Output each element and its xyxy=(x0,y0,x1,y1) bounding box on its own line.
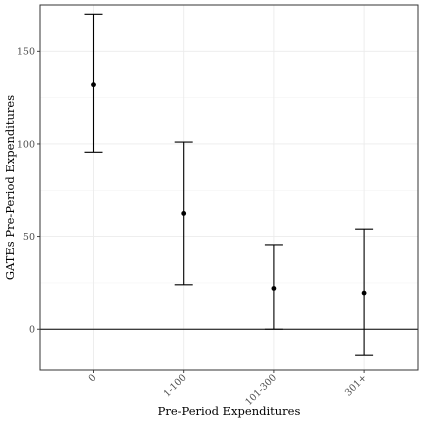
point-estimate xyxy=(181,211,187,216)
panel-border xyxy=(39,4,419,371)
x-tick-label: 101-300 xyxy=(243,372,279,408)
point-estimate xyxy=(91,82,96,88)
x-tick-label: 301+ xyxy=(343,372,369,398)
y-tick-label: 50 xyxy=(23,232,35,243)
y-tick-label: 150 xyxy=(17,47,35,58)
y-axis-title: GATEs Pre-Period Expenditures xyxy=(3,95,17,280)
y-tick-label: 100 xyxy=(17,139,35,150)
errorbar-group xyxy=(174,141,193,286)
grid-layer xyxy=(40,5,418,370)
errorbar-group xyxy=(355,228,374,356)
point-estimate xyxy=(361,290,367,296)
point-estimate xyxy=(271,286,277,291)
errorbar-group xyxy=(264,244,283,330)
x-tick-label: 0 xyxy=(87,372,99,384)
x-tick-label: 1-100 xyxy=(162,372,189,399)
y-tick-label: 0 xyxy=(29,325,35,336)
errorbar-group xyxy=(84,13,103,153)
mark-layer xyxy=(84,13,374,356)
x-axis-title: Pre-Period Expenditures xyxy=(158,404,301,418)
x-axis-ticks: 0 1-100 101-300 301+ xyxy=(87,370,369,408)
y-axis-ticks: 0 50 100 150 xyxy=(17,47,40,336)
